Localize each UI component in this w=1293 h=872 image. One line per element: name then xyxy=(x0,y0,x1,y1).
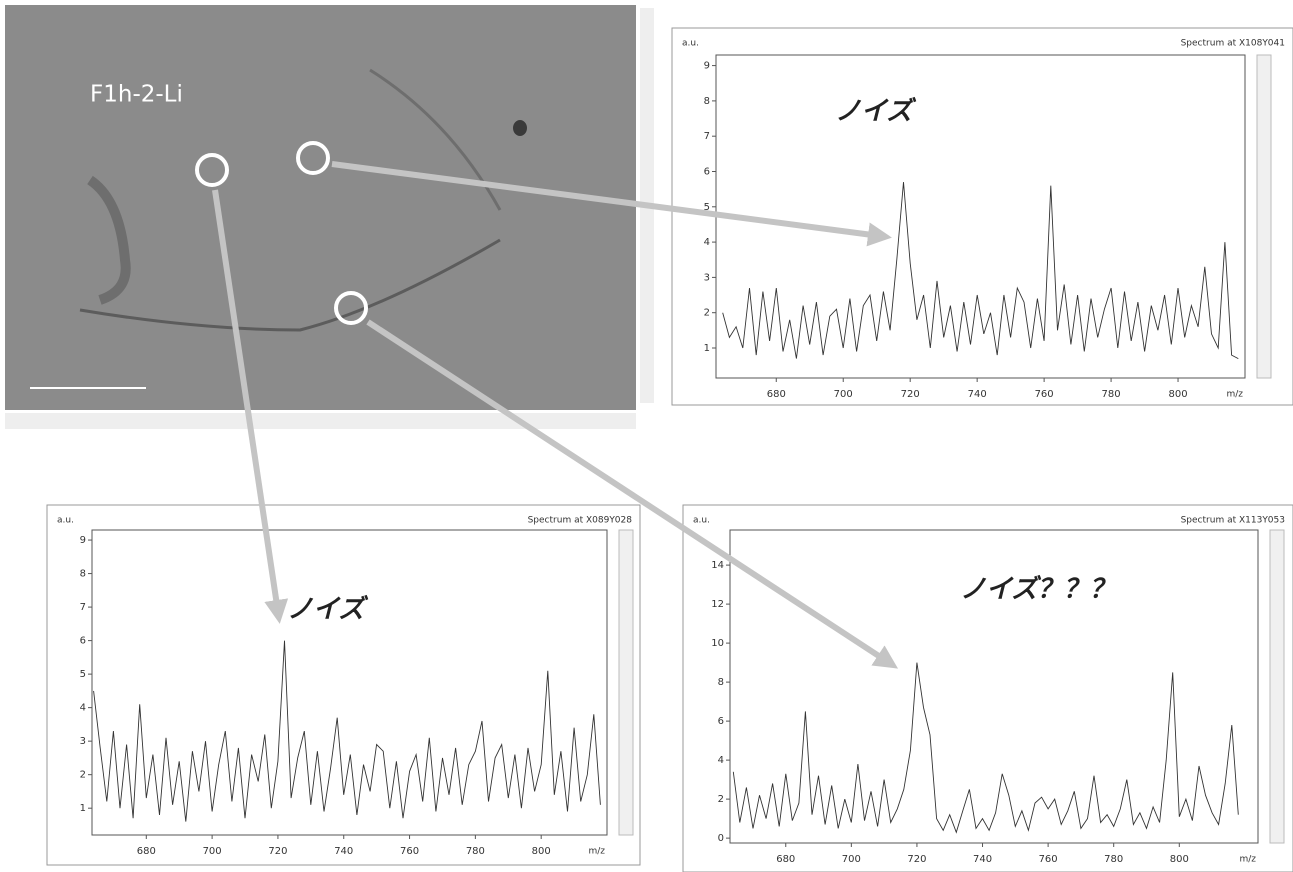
y-tick-label: 2 xyxy=(704,308,710,319)
y-tick-label: 6 xyxy=(704,166,710,177)
x-tick-label: 680 xyxy=(776,854,795,865)
y-tick-label: 8 xyxy=(80,569,86,580)
y-tick-label: 1 xyxy=(704,343,710,354)
plot-area xyxy=(91,529,608,836)
annotation: ノイズ xyxy=(287,595,368,625)
arrow xyxy=(331,161,892,247)
x-tick-label: 760 xyxy=(400,846,419,857)
x-tick-label: 700 xyxy=(834,389,853,400)
x-tick-label: 680 xyxy=(767,389,786,400)
x-axis-label: m/z xyxy=(588,847,605,857)
x-tick-label: 800 xyxy=(532,846,551,857)
y-tick-label: 4 xyxy=(704,237,710,248)
sample-edge xyxy=(79,238,501,332)
scrollbar[interactable] xyxy=(1269,529,1285,844)
sample-edge xyxy=(87,175,131,305)
x-tick-label: 720 xyxy=(907,854,926,865)
y-tick-label: 12 xyxy=(711,599,724,610)
optical-image xyxy=(5,5,636,410)
spot-circle xyxy=(195,153,229,187)
x-tick-label: 700 xyxy=(842,854,861,865)
x-tick-label: 740 xyxy=(973,854,992,865)
spectrum-chart: Spectrum at X108Y041 a.u. m/z 1 2 3 4 5 6 7 8 9 680 7… xyxy=(671,27,1293,406)
spectrum-chart: Spectrum at X089Y028 a.u. m/z 1 2 3 4 5 6 7 8 9 680 7… xyxy=(46,504,641,866)
y-tick-label: 4 xyxy=(80,703,86,714)
x-tick-label: 720 xyxy=(268,846,287,857)
y-tick-label: 2 xyxy=(718,794,724,805)
y-tick-label: 7 xyxy=(704,131,710,142)
annotation: ノイズ？？？ xyxy=(960,575,1115,605)
x-tick-label: 800 xyxy=(1168,389,1187,400)
chart-title: Spectrum at X108Y041 xyxy=(1181,39,1285,49)
x-tick-label: 700 xyxy=(203,846,222,857)
spectrum-chart: Spectrum at X113Y053 a.u. m/z 0 2 4 6 8 10 12 14 68… xyxy=(682,504,1293,872)
scrollbar[interactable] xyxy=(618,529,634,836)
y-tick-label: 4 xyxy=(718,755,724,766)
plot-area xyxy=(729,529,1259,844)
scrollbar[interactable] xyxy=(5,413,636,429)
x-axis-label: m/z xyxy=(1226,390,1243,400)
x-tick-label: 720 xyxy=(901,389,920,400)
spot-circle xyxy=(296,141,330,175)
y-tick-label: 6 xyxy=(80,636,86,647)
y-tick-label: 10 xyxy=(711,638,724,649)
arrow xyxy=(212,189,289,624)
y-tick-label: 6 xyxy=(718,716,724,727)
y-tick-label: 14 xyxy=(711,560,724,571)
y-tick-label: 7 xyxy=(80,602,86,613)
spectrum-line xyxy=(93,640,601,822)
x-tick-label: 780 xyxy=(1102,389,1121,400)
y-tick-label: 9 xyxy=(80,535,86,546)
y-tick-label: 8 xyxy=(718,677,724,688)
y-tick-label: 2 xyxy=(80,770,86,781)
y-tick-label: 5 xyxy=(80,669,86,680)
arrow xyxy=(366,319,899,669)
chart-title: Spectrum at X113Y053 xyxy=(1181,516,1285,526)
y-tick-label: 8 xyxy=(704,96,710,107)
x-tick-label: 780 xyxy=(1104,854,1123,865)
x-tick-label: 760 xyxy=(1035,389,1054,400)
x-tick-label: 740 xyxy=(968,389,987,400)
y-tick-label: 0 xyxy=(718,833,724,844)
x-tick-label: 680 xyxy=(137,846,156,857)
image-label: F1h-2-Li xyxy=(90,82,183,108)
y-tick-label: 9 xyxy=(704,61,710,72)
dark-spot xyxy=(513,120,527,136)
x-tick-label: 740 xyxy=(334,846,353,857)
overlay xyxy=(195,141,899,669)
scrollbar[interactable] xyxy=(1256,54,1272,379)
y-axis-label: a.u. xyxy=(682,39,699,49)
y-axis-label: a.u. xyxy=(57,516,74,526)
annotation: ノイズ xyxy=(835,97,916,127)
y-axis-label: a.u. xyxy=(693,516,710,526)
x-tick-label: 760 xyxy=(1039,854,1058,865)
spectrum-line xyxy=(732,662,1239,834)
x-tick-label: 780 xyxy=(466,846,485,857)
y-tick-label: 3 xyxy=(704,272,710,283)
y-tick-label: 5 xyxy=(704,202,710,213)
x-axis-label: m/z xyxy=(1239,855,1256,865)
x-tick-label: 800 xyxy=(1170,854,1189,865)
chart-title: Spectrum at X089Y028 xyxy=(528,516,633,526)
plot-area xyxy=(715,54,1246,379)
spectrum-line xyxy=(722,182,1239,359)
spot-circle xyxy=(334,291,368,325)
y-tick-label: 3 xyxy=(80,736,86,747)
sample-edge xyxy=(369,68,502,211)
y-tick-label: 1 xyxy=(80,803,86,814)
